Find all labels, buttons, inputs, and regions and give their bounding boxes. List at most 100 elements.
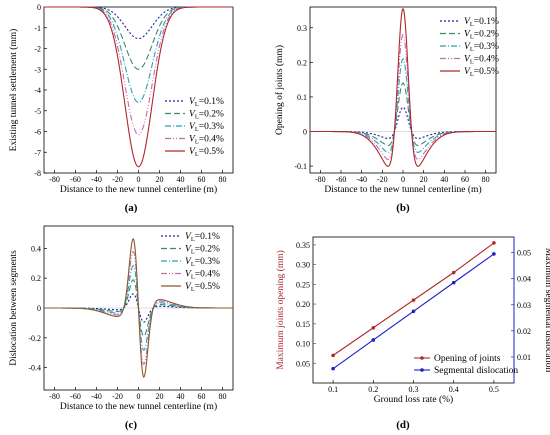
y2-tick-label: 0.04	[517, 275, 531, 284]
x-tick-label: -40	[91, 175, 102, 184]
panel-label-2: (b)	[396, 202, 410, 214]
legend-label-2: VL=0.2%	[185, 245, 220, 256]
legend-label-1: VL=0.1%	[189, 97, 224, 108]
data-point	[492, 252, 496, 256]
legend-label-3: VL=0.3%	[189, 122, 224, 133]
legend-label-1: VL=0.1%	[464, 17, 499, 28]
legend-label-4: VL=0.4%	[464, 55, 499, 66]
x-tick-label: -80	[49, 175, 60, 184]
y-axis-title: Opening of joints (mm)	[274, 45, 285, 135]
y-tick-label: 0.2	[31, 274, 41, 283]
x-tick-label: 60	[198, 392, 206, 401]
x-tick-label: 40	[177, 392, 185, 401]
series-line-2	[310, 82, 496, 146]
y-tick-label: 0.25	[296, 280, 310, 289]
chart-panel-4: 0.1 0.2 0.3 0.4 0.5 0.05 0.10 0.15 0.20 0.25 0.30 0…	[275, 236, 550, 405]
x-tick-label: 60	[198, 175, 206, 184]
legend-label-2: VL=0.2%	[189, 110, 224, 121]
y-tick-label: 0.30	[296, 261, 310, 270]
legend-marker-2	[420, 368, 424, 372]
x-tick-label: 20	[156, 392, 164, 401]
y-tick-label: 0.35	[296, 241, 310, 250]
x-tick-label: -60	[336, 175, 347, 184]
y-tick-label: -0.4	[28, 364, 41, 373]
y2-tick-label: 0.05	[517, 249, 531, 258]
chart-panel-1: -80 -60 -40 -20 0 20 40 60 80 0 -1 -2 -3 -4 -5 -6 -7 -8 Di…	[8, 3, 234, 195]
y-tick-label: -4	[34, 86, 41, 95]
legend-label-2: Segmental dislocation	[434, 366, 518, 376]
y-tick-label: 0.4	[31, 244, 41, 253]
series-line-5	[310, 7, 496, 167]
y-tick-label: 0	[303, 128, 307, 137]
x-tick-label: 0	[137, 175, 141, 184]
legend-label-5: VL=0.5%	[189, 147, 224, 158]
data-point	[451, 270, 456, 275]
x-tick-label: -20	[112, 175, 123, 184]
x-tick-label: -40	[91, 392, 102, 401]
y-tick-label: -0.1	[294, 162, 307, 171]
x-tick-label: 0.2	[368, 385, 378, 394]
x-tick-label: 20	[420, 175, 428, 184]
x-tick-label: 0.1	[328, 385, 338, 394]
data-point	[492, 241, 496, 245]
y-tick-label: -0.2	[28, 334, 41, 343]
legend-label-1: VL=0.1%	[185, 232, 220, 243]
y-tick-label: 0.1	[297, 93, 307, 102]
x-tick-label: -20	[112, 392, 123, 401]
chart-panel-3: -80 -60 -40 -20 0 20 40 60 80 0.4 0.2 0 -0.2 -0.4 Dist…	[9, 225, 234, 412]
y-tick-label: 0.05	[296, 359, 310, 368]
y-axis-title: Dislocation between segments	[9, 250, 19, 366]
data-point	[331, 366, 335, 371]
series-line-4	[310, 33, 496, 160]
x-tick-label: 80	[219, 392, 227, 401]
x-tick-label: 40	[440, 175, 448, 184]
panel-label-3: (c)	[125, 419, 138, 431]
x-tick-label: -80	[315, 175, 326, 184]
data-point	[371, 325, 376, 330]
panel-label-1: (a)	[125, 202, 138, 214]
x-tick-label: -60	[70, 175, 81, 184]
y-tick-label: -2	[34, 45, 41, 54]
x-tick-label: 80	[482, 175, 490, 184]
x-tick-label: -60	[70, 392, 81, 401]
x-tick-label: 0.5	[489, 385, 499, 394]
legend-label-2: VL=0.2%	[464, 30, 499, 41]
series-line-5	[44, 238, 233, 378]
legend-label-4: VL=0.4%	[185, 270, 220, 281]
x-tick-label: -20	[377, 175, 388, 184]
y-tick-label: -8	[34, 169, 41, 178]
y-tick-label: -7	[34, 148, 41, 157]
x-axis-title: Distance to the new tunnel centerline (m…	[60, 184, 217, 195]
y-tick-label: -6	[34, 128, 41, 137]
y-tick-label: 0	[37, 3, 41, 12]
y-tick-label: 0.15	[296, 320, 310, 329]
x-tick-label: 0.3	[409, 385, 419, 394]
y-tick-label: 0.20	[296, 300, 310, 309]
x-tick-label: 60	[461, 175, 469, 184]
y2-tick-label: 0.02	[517, 327, 531, 336]
x-tick-label: 80	[219, 175, 227, 184]
legend-label-3: VL=0.3%	[185, 257, 220, 268]
series-line-1	[310, 106, 496, 140]
data-point	[411, 309, 416, 314]
legend-label-5: VL=0.5%	[464, 67, 499, 78]
x-tick-label: 0	[401, 175, 405, 184]
data-point	[411, 298, 416, 302]
x-tick-label: 40	[177, 175, 185, 184]
x-axis-title: Ground loss rate (%)	[374, 394, 453, 405]
y2-axis-title: Maximum segmental dislocation	[543, 248, 550, 373]
x-axis-title: Distance to the new tunnel centerline (m…	[324, 184, 481, 195]
data-point	[371, 338, 376, 342]
x-tick-label: 0	[137, 392, 141, 401]
y-axis-title: Existing tunnel settlement (mm)	[8, 29, 19, 152]
data-point	[451, 280, 456, 285]
y-tick-label: -5	[34, 107, 41, 116]
x-tick-label: -80	[49, 392, 60, 401]
y2-tick-label: 0.01	[517, 353, 531, 362]
series-line-1	[44, 6, 233, 40]
chart-panel-2: -80 -60 -40 -20 0 20 40 60 80 -0.1 0 0.1 0.2 0.3 Dista…	[274, 6, 499, 195]
series-line-5	[44, 6, 233, 168]
data-point	[331, 353, 335, 358]
x-tick-label: -40	[356, 175, 367, 184]
